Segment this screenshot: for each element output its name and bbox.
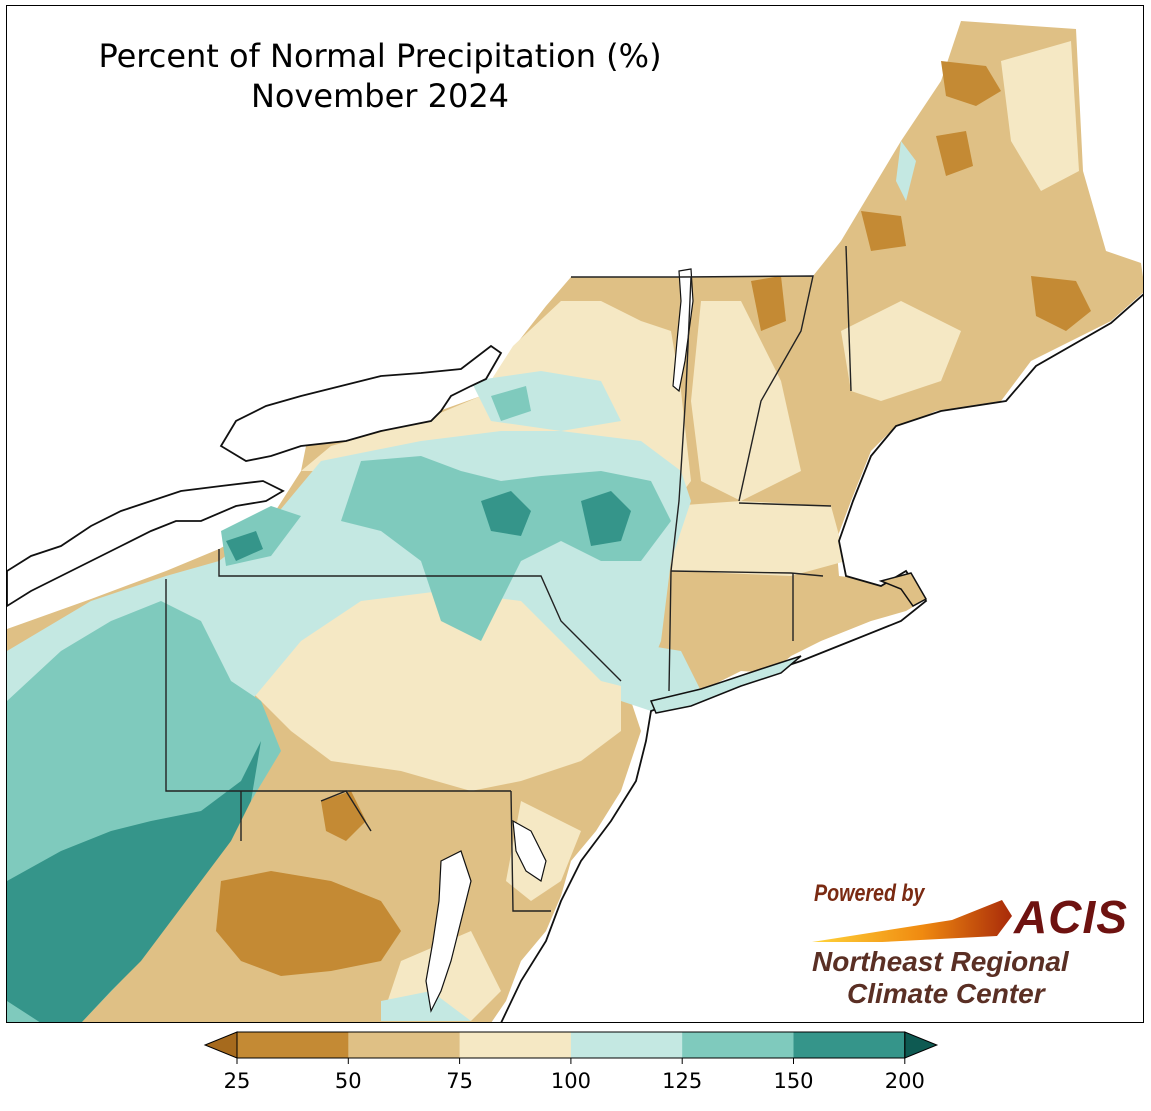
chesapeake-bay: [425, 850, 472, 1013]
legend-bin: [459, 1032, 572, 1058]
state-boundaries: [165, 245, 852, 912]
zone-150-200: [7, 491, 631, 1022]
precipitation-map: [7, 21, 1143, 1022]
map-frame: [6, 5, 1144, 1023]
acis-wordmark: ACIS: [1014, 891, 1128, 943]
legend-bin: [793, 1032, 906, 1058]
legend-bin: [237, 1032, 349, 1058]
legend-tick-label: 125: [662, 1069, 702, 1093]
atlantic-ocean: [500, 293, 1143, 1022]
delaware-bay: [512, 819, 547, 882]
legend-arrow-low: [203, 1031, 238, 1059]
zone-25-50: [216, 61, 1091, 976]
legend-bin: [682, 1032, 794, 1058]
legend-bars: [203, 1031, 939, 1059]
long-island: [649, 655, 802, 714]
legend-bin: [570, 1032, 683, 1058]
legend-bin: [348, 1032, 461, 1058]
legend-tick-label: 100: [551, 1069, 591, 1093]
legend-tick-label: 75: [446, 1069, 473, 1093]
legend-ticks: 25 50 75 100 125 150 200: [224, 1058, 925, 1093]
powered-by-text: Powered by: [814, 880, 925, 907]
logo-swoosh: [812, 900, 1012, 942]
lake-ontario: [219, 344, 503, 462]
org-name-line-1: Northeast Regional: [812, 946, 1069, 977]
title-line-1: Percent of Normal Precipitation (%): [98, 37, 662, 75]
color-legend: 25 50 75 100 125 150 200: [203, 1031, 939, 1093]
cape-cod: [878, 572, 928, 607]
legend-tick-label: 50: [335, 1069, 362, 1093]
title-line-2: November 2024: [250, 77, 510, 115]
water-bodies: [7, 268, 1143, 1022]
legend-tick-label: 150: [773, 1069, 813, 1093]
legend-tick-label: 25: [224, 1069, 251, 1093]
lake-erie: [7, 480, 285, 608]
acis-logo: Powered by ACIS Northeast Regional Clima…: [802, 878, 1132, 1009]
org-name-line-2: Climate Center: [847, 978, 1045, 1009]
lake-champlain: [672, 268, 694, 393]
legend-arrow-high: [904, 1031, 939, 1059]
map-title: Percent of Normal Precipitation (%) Nove…: [30, 36, 730, 116]
legend-tick-label: 200: [885, 1069, 925, 1093]
